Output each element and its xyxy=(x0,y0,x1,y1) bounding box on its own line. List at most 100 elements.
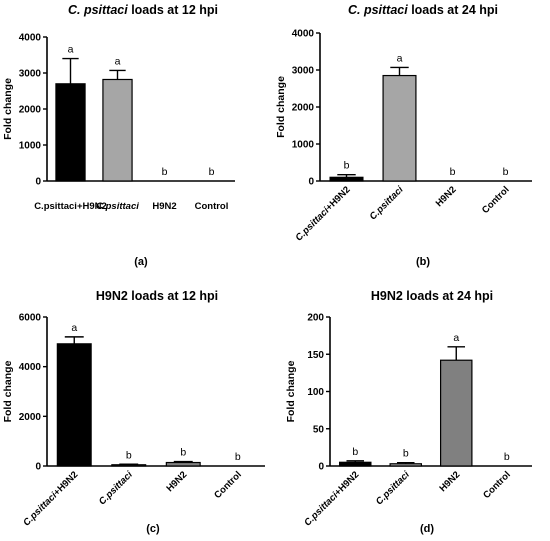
category-label: C.psittaci xyxy=(97,469,135,507)
category-label-part: Control xyxy=(212,469,244,501)
category-label-part: C.psittaci xyxy=(294,205,332,243)
bar xyxy=(389,463,423,467)
significance-letter: b xyxy=(450,166,456,178)
significance-letter: a xyxy=(68,44,74,56)
category-label-part: C.psittaci xyxy=(374,469,412,507)
significance-letter: a xyxy=(397,52,403,64)
significance-letter: b xyxy=(504,451,510,463)
chart-panel-d: H9N2 loads at 24 hpi Fold change 0 50 100 150… xyxy=(285,289,532,535)
y-tick-label: 1000 xyxy=(19,141,42,152)
significance-letter: a xyxy=(71,322,77,334)
chart-title: H9N2 loads at 12 hpi xyxy=(96,289,218,303)
category-label-part: H9N2 xyxy=(164,469,189,494)
category-label-part: Control xyxy=(195,201,229,212)
y-axis-label: Fold change xyxy=(2,360,14,422)
category-label-part: C.psittaci xyxy=(96,201,139,212)
significance-letter: b xyxy=(162,166,168,178)
significance-letter: b xyxy=(235,451,241,463)
chart-title: C. psittaci loads at 12 hpi xyxy=(68,3,218,17)
category-label-part: C.psittaci xyxy=(34,201,77,212)
y-tick-label: 100 xyxy=(307,387,324,398)
category-label: C.psittaci+H9N2 xyxy=(34,201,107,212)
category-label-part: +H9N2 xyxy=(51,469,80,498)
category-label: Control xyxy=(212,469,244,501)
category-label: C.psittaci+H9N2 xyxy=(302,469,361,528)
y-tick-label: 3000 xyxy=(292,66,315,77)
category-label-part: C.psittaci xyxy=(302,490,340,528)
chart-title-part: C. psittaci xyxy=(348,3,408,17)
y-axis-label: Fold change xyxy=(285,360,297,422)
chart-title-part: H9N2 loads at 12 hpi xyxy=(96,289,218,303)
y-tick-label: 2000 xyxy=(19,105,42,116)
panel-label: (d) xyxy=(420,523,434,535)
y-tick-label: 1000 xyxy=(292,140,315,151)
bar xyxy=(382,74,417,182)
chart-panel-a: C. psittaci loads at 12 hpi Fold change 0 1… xyxy=(2,3,235,268)
category-label-part: C.psittaci xyxy=(21,490,59,528)
bar xyxy=(329,176,364,182)
category-label: H9N2 xyxy=(152,201,176,212)
significance-letter: a xyxy=(115,55,121,67)
y-tick-label: 150 xyxy=(307,350,324,361)
category-label: H9N2 xyxy=(164,469,189,494)
chart-title-part: C. psittaci xyxy=(68,3,128,17)
bar xyxy=(56,343,92,467)
category-label: C.psittaci+H9N2 xyxy=(294,184,353,243)
chart-title-part: loads at 12 hpi xyxy=(128,3,218,17)
chart-title: H9N2 loads at 24 hpi xyxy=(371,289,493,303)
category-label: C.psittaci xyxy=(368,184,406,222)
category-label-part: C.psittaci xyxy=(368,184,406,222)
category-label: H9N2 xyxy=(437,469,462,494)
category-label: C.psittaci+H9N2 xyxy=(21,469,80,528)
category-label-part: +H9N2 xyxy=(324,184,353,213)
bar xyxy=(439,359,473,467)
y-tick-label: 0 xyxy=(35,177,41,188)
category-label-part: C.psittaci xyxy=(97,469,135,507)
y-axis-label: Fold change xyxy=(2,78,14,140)
chart-title-part: loads at 24 hpi xyxy=(408,3,498,17)
significance-letter: a xyxy=(453,332,459,344)
category-label-part: +H9N2 xyxy=(332,469,361,498)
chart-title-part: H9N2 loads at 24 hpi xyxy=(371,289,493,303)
significance-letter: b xyxy=(352,446,358,458)
chart-panel-b: C. psittaci loads at 24 hpi Fold change 0 1… xyxy=(275,3,532,268)
y-tick-label: 4000 xyxy=(19,33,42,44)
y-tick-label: 0 xyxy=(35,462,41,473)
category-label-part: H9N2 xyxy=(152,201,176,212)
y-tick-label: 3000 xyxy=(19,69,42,80)
bar xyxy=(102,78,133,182)
y-tick-label: 50 xyxy=(313,424,325,435)
category-label-part: Control xyxy=(481,469,513,501)
category-label: Control xyxy=(481,469,513,501)
category-label-part: +H9N2 xyxy=(77,201,107,212)
bar xyxy=(165,461,201,467)
y-tick-label: 0 xyxy=(308,177,314,188)
significance-letter: b xyxy=(503,166,509,178)
category-label: Control xyxy=(195,201,229,212)
y-tick-label: 4000 xyxy=(19,362,42,373)
y-tick-label: 4000 xyxy=(292,29,315,40)
y-axis-label: Fold change xyxy=(275,76,287,138)
chart-title: C. psittaci loads at 24 hpi xyxy=(348,3,498,17)
y-tick-label: 2000 xyxy=(292,103,315,114)
significance-letter: b xyxy=(180,447,186,459)
category-label: Control xyxy=(480,184,512,216)
y-tick-label: 6000 xyxy=(19,313,42,324)
category-label: C.psittaci xyxy=(374,469,412,507)
y-tick-label: 0 xyxy=(318,462,324,473)
panel-label: (c) xyxy=(146,523,160,535)
category-label-part: H9N2 xyxy=(434,184,459,209)
chart-panel-c: H9N2 loads at 12 hpi Fold change 0 2000 4000… xyxy=(2,289,265,535)
y-tick-label: 200 xyxy=(307,313,324,324)
category-label: H9N2 xyxy=(434,184,459,209)
y-tick-label: 2000 xyxy=(19,412,42,423)
significance-letter: b xyxy=(126,449,132,461)
panel-label: (a) xyxy=(134,256,148,268)
significance-letter: b xyxy=(344,160,350,172)
category-label-part: Control xyxy=(480,184,512,216)
significance-letter: b xyxy=(209,166,215,178)
bar xyxy=(55,83,86,182)
bar xyxy=(338,461,372,467)
significance-letter: b xyxy=(403,448,409,460)
